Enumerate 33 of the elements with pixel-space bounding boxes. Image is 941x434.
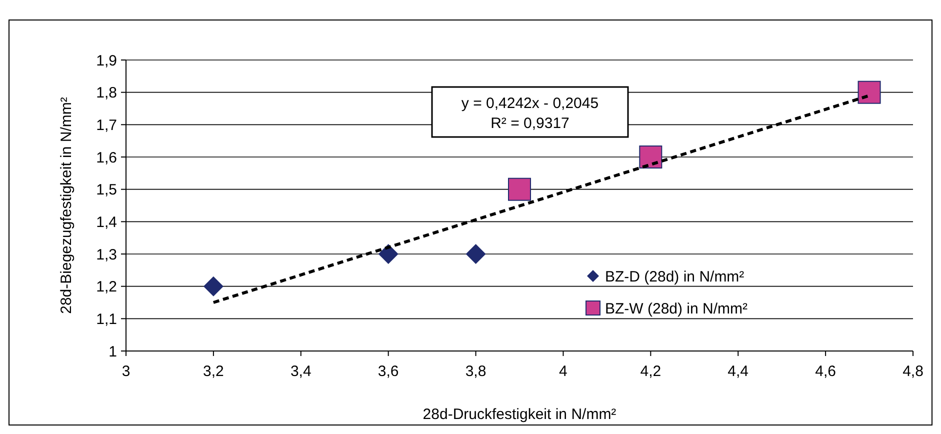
y-tick-label: 1,3 bbox=[96, 246, 117, 264]
x-tick-label: 4 bbox=[559, 363, 568, 380]
equation-box: y = 0,4242x - 0,2045 R² = 0,9317 bbox=[431, 86, 629, 138]
point bbox=[466, 244, 486, 264]
y-tick-label: 1,2 bbox=[96, 278, 117, 296]
y-tick-label: 1,9 bbox=[96, 52, 117, 70]
x-tick-label: 4,4 bbox=[728, 363, 749, 380]
x-tick-label: 3 bbox=[122, 363, 130, 380]
point bbox=[639, 146, 662, 168]
point bbox=[858, 80, 881, 104]
x-tick-label: 4,2 bbox=[640, 363, 662, 380]
x-tick-label: 4,8 bbox=[902, 363, 924, 380]
legend-label: BZ-W (28d) in N/mm² bbox=[605, 300, 748, 318]
x-tick-label: 3,4 bbox=[290, 363, 312, 380]
y-tick-label: 1,4 bbox=[96, 214, 117, 231]
y-tick-label: 1,1 bbox=[96, 310, 117, 328]
point bbox=[378, 244, 398, 264]
annotation: R² = 0,9317 bbox=[490, 115, 570, 132]
annotation: y = 0,4242x - 0,2045 bbox=[461, 95, 599, 112]
y-tick-label: 1,7 bbox=[96, 116, 117, 134]
y-tick-label: 1,6 bbox=[96, 149, 117, 166]
x-tick-label: 3,8 bbox=[465, 363, 486, 380]
x-axis-title: 28d-Druckfestigkeit in N/mm² bbox=[422, 406, 616, 423]
y-tick-label: 1,5 bbox=[96, 182, 117, 199]
y-tick-label: 1,8 bbox=[96, 84, 117, 102]
point bbox=[508, 178, 531, 201]
legend-label: BZ-D (28d) in N/mm² bbox=[605, 268, 744, 286]
y-tick-label: 1 bbox=[108, 343, 117, 360]
x-tick-label: 4,6 bbox=[815, 363, 836, 380]
y-axis-title: 28d-Biegezugfestigkeit in N/mm² bbox=[58, 97, 75, 314]
x-tick-label: 3,2 bbox=[203, 363, 224, 380]
x-tick-label: 3,6 bbox=[378, 363, 399, 380]
point bbox=[203, 276, 224, 296]
